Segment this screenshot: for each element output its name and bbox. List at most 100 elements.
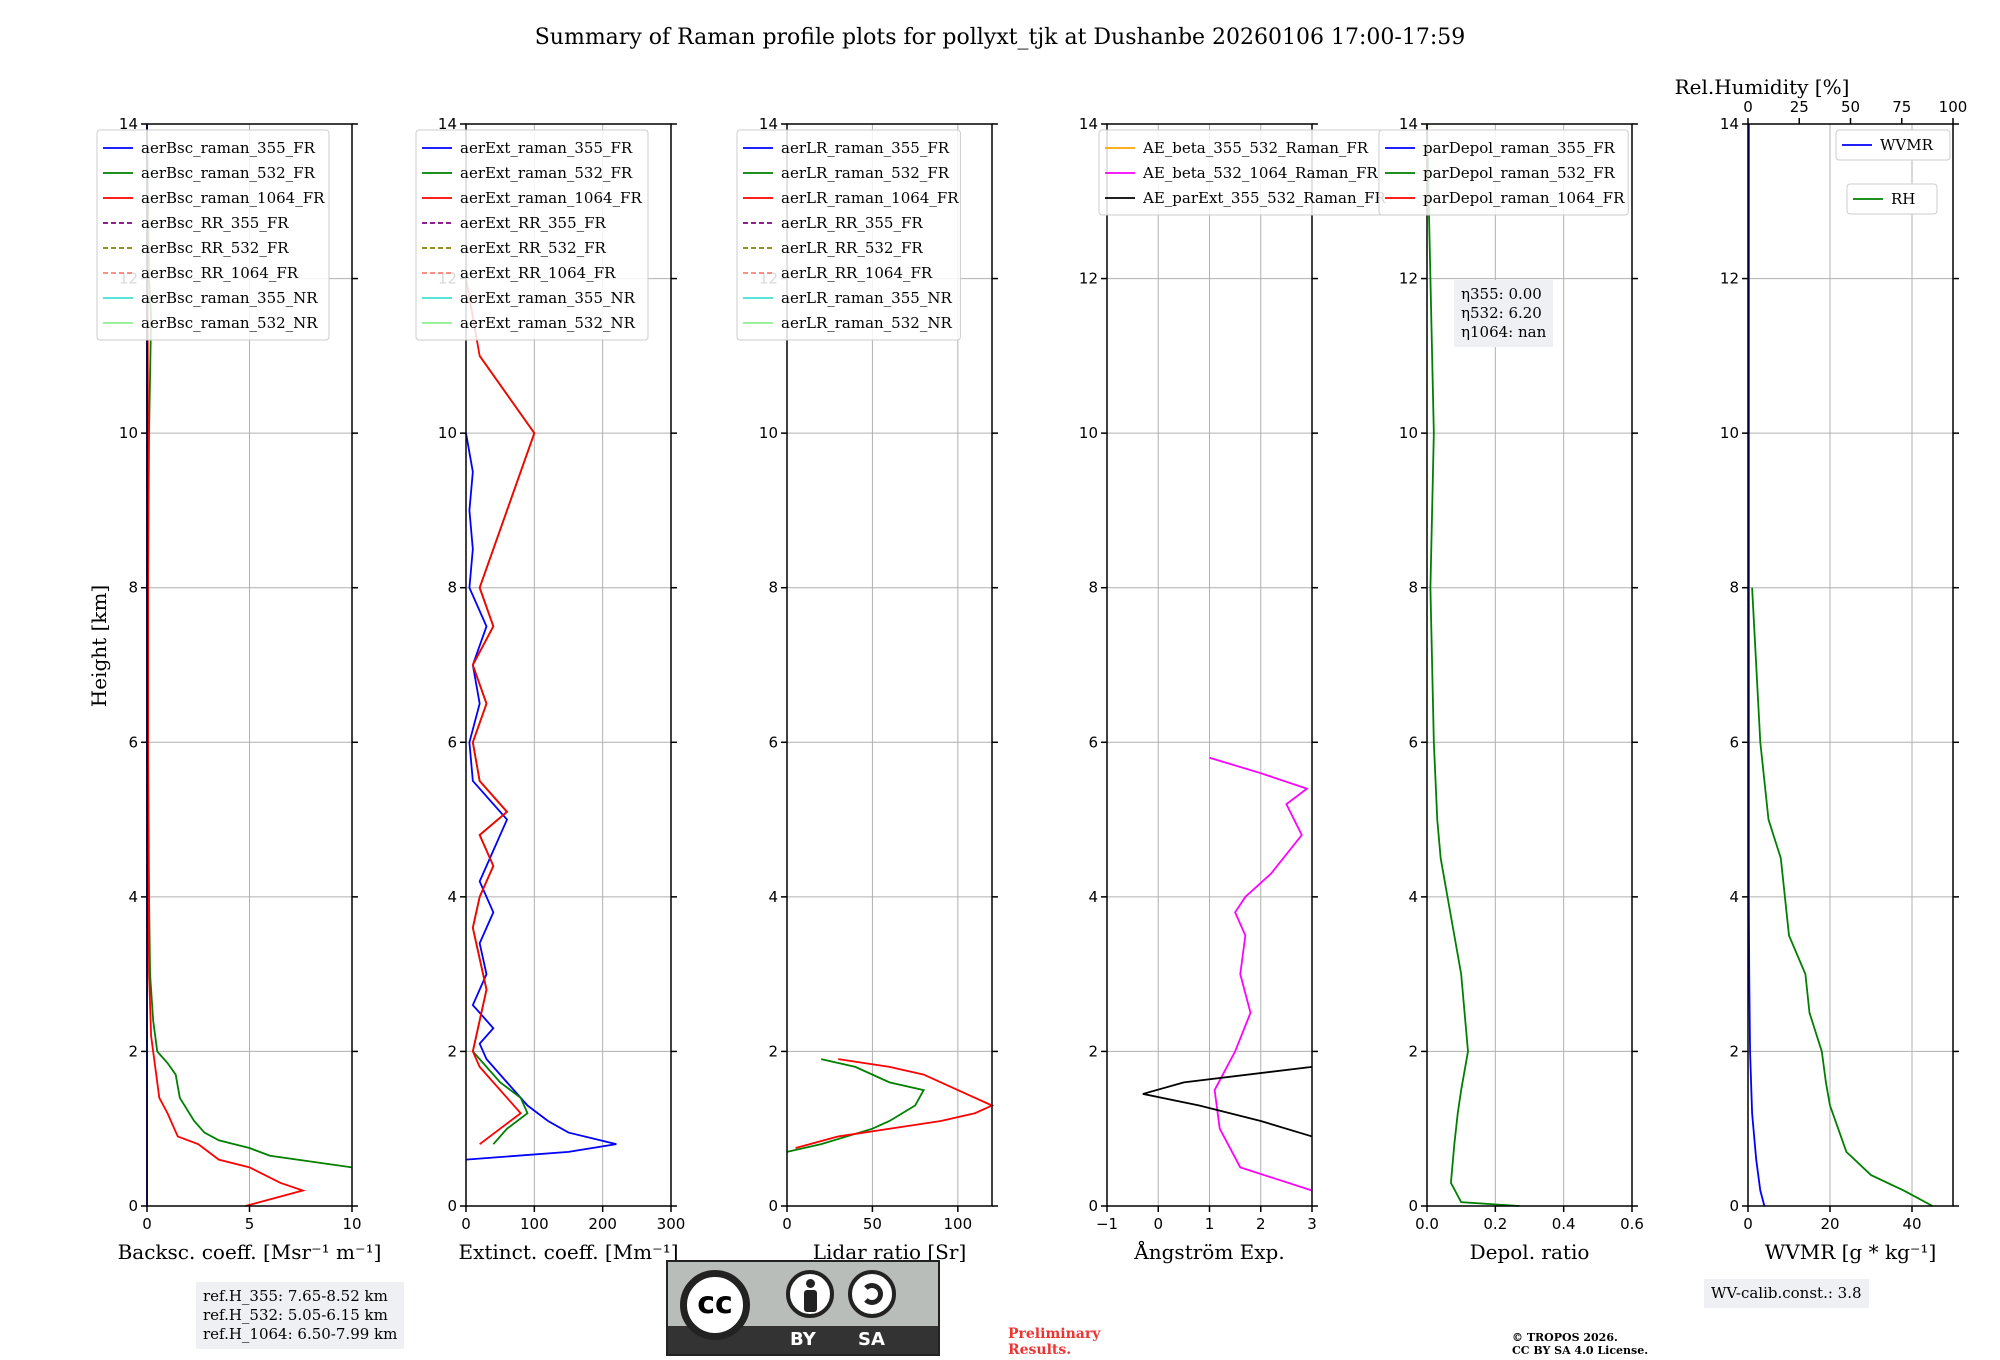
rh-tick-label: 100 <box>1939 98 1968 116</box>
eta-532: η532: 6.20 <box>1461 304 1542 322</box>
rh-tick-label: 25 <box>1790 98 1809 116</box>
y-tick-label: 14 <box>759 115 778 133</box>
y-tick-label: 0 <box>768 1197 778 1215</box>
y-tick-label: 12 <box>1079 270 1098 288</box>
by-person-icon <box>786 1270 834 1318</box>
eta-1064: η1064: nan <box>1461 323 1547 341</box>
y-tick-label: 10 <box>438 424 457 442</box>
series-aerBsc_raman_1064_FR <box>146 123 306 1207</box>
y-tick-label: 0 <box>128 1197 138 1215</box>
legend-label: aerLR_raman_532_NR <box>781 314 952 332</box>
legend-label: aerExt_raman_1064_FR <box>460 189 642 207</box>
axes-frame <box>1106 123 1313 1207</box>
x-tick-label: 2 <box>1256 1215 1266 1233</box>
legend-label: aerLR_raman_532_FR <box>781 164 950 182</box>
rh-tick-label: 50 <box>1841 98 1860 116</box>
series-aerLR_raman_532_FR <box>786 1058 926 1153</box>
panel-3: 02468101214050100Lidar ratio [Sr]aerLR_r… <box>736 115 998 1264</box>
x-tick-label: 0.0 <box>1415 1215 1439 1233</box>
series-RH <box>1751 587 1933 1207</box>
cc-license-badge: cc BY SA <box>666 1260 940 1356</box>
legend-label: aerExt_RR_355_FR <box>460 214 607 232</box>
y-tick-label: 6 <box>128 733 138 751</box>
series-aerExt_raman_532_FR <box>471 355 536 1145</box>
ref-h-355: ref.H_355: 7.65-8.52 km <box>203 1287 388 1305</box>
legend-label: aerBsc_raman_355_NR <box>141 289 318 307</box>
x-tick-label: 0.4 <box>1552 1215 1576 1233</box>
y-axis-label: Height [km] <box>87 585 111 707</box>
legend-label: aerBsc_raman_355_FR <box>141 139 316 157</box>
y-tick-label: 8 <box>768 579 778 597</box>
y-tick-label: 0 <box>1729 1197 1739 1215</box>
series-parDepol_raman_532_FR <box>1426 123 1520 1207</box>
legend-label: aerLR_raman_1064_FR <box>781 189 959 207</box>
legend-box <box>1835 129 1951 161</box>
x-tick-label: 20 <box>1820 1215 1839 1233</box>
x-tick-label: 5 <box>245 1215 255 1233</box>
y-tick-label: 0 <box>1088 1197 1098 1215</box>
reference-height-box: ref.H_355: 7.65-8.52 km ref.H_532: 5.05-… <box>196 1282 405 1349</box>
y-tick-label: 4 <box>1408 888 1418 906</box>
x-tick-label: 0 <box>782 1215 792 1233</box>
x-tick-label: 0 <box>461 1215 471 1233</box>
y-tick-label: 14 <box>119 115 138 133</box>
legend-label: AE_beta_532_1064_Raman_FR <box>1142 164 1378 182</box>
legend-label: parDepol_raman_355_FR <box>1423 139 1616 157</box>
figure-title: Summary of Raman profile plots for polly… <box>535 25 1466 50</box>
y-tick-label: 8 <box>128 579 138 597</box>
axes-frame <box>1747 123 1954 1207</box>
preliminary-line2: Results. <box>1008 1342 1072 1358</box>
legend-label: aerExt_raman_532_NR <box>460 314 636 332</box>
y-tick-label: 6 <box>1729 733 1739 751</box>
x-tick-label: 10 <box>342 1215 361 1233</box>
wv-calib-const: WV-calib.const.: 3.8 <box>1711 1284 1862 1302</box>
eta-box: η355: 0.00 η532: 6.20 η1064: nan <box>1454 280 1554 347</box>
y-tick-label: 10 <box>1720 424 1739 442</box>
y-tick-label: 12 <box>1720 270 1739 288</box>
x-tick-label: 100 <box>944 1215 973 1233</box>
sa-share-icon <box>848 1270 896 1318</box>
x-tick-label: 0.2 <box>1483 1215 1507 1233</box>
x-tick-label: 3 <box>1307 1215 1317 1233</box>
rh-tick-label: 0 <box>1743 98 1753 116</box>
x-tick-label: 50 <box>863 1215 882 1233</box>
legend-label: aerExt_raman_355_FR <box>460 139 633 157</box>
legend-label: aerBsc_raman_532_FR <box>141 164 316 182</box>
ref-h-532: ref.H_532: 5.05-6.15 km <box>203 1306 388 1324</box>
copyright-note: © TROPOS 2026. CC BY SA 4.0 License. <box>1512 1331 1648 1357</box>
x-tick-label: 100 <box>520 1215 549 1233</box>
preliminary-line1: Preliminary <box>1008 1326 1101 1342</box>
legend-box <box>736 129 961 341</box>
legend-label: aerExt_raman_532_FR <box>460 164 633 182</box>
y-tick-label: 10 <box>119 424 138 442</box>
y-tick-label: 2 <box>1729 1042 1739 1060</box>
legend-label: aerBsc_raman_532_NR <box>141 314 318 332</box>
y-tick-label: 4 <box>1088 888 1098 906</box>
x-tick-label: 40 <box>1902 1215 1921 1233</box>
panel-2: 024681012140100200300Extinct. coeff. [Mm… <box>415 115 686 1264</box>
y-tick-label: 10 <box>1079 424 1098 442</box>
legend-label: AE_parExt_355_532_Raman_FR <box>1142 189 1387 207</box>
legend-label: aerLR_raman_355_NR <box>781 289 952 307</box>
x-tick-label: 300 <box>657 1215 686 1233</box>
x-axis-label: WVMR [g * kg⁻¹] <box>1765 1240 1937 1264</box>
legend-label: parDepol_raman_1064_FR <box>1423 189 1625 207</box>
y-tick-label: 14 <box>1079 115 1098 133</box>
legend-label: aerLR_RR_1064_FR <box>781 264 933 282</box>
x-tick-label: 0 <box>1153 1215 1163 1233</box>
copyright-line1: © TROPOS 2026. <box>1512 1331 1618 1344</box>
series-aerLR_raman_1064_FR <box>795 1058 995 1149</box>
legend-label: aerExt_raman_355_NR <box>460 289 636 307</box>
y-tick-label: 6 <box>768 733 778 751</box>
legend-box <box>415 129 649 341</box>
legend-label: RH <box>1891 190 1915 208</box>
y-tick-label: 6 <box>1088 733 1098 751</box>
series-WVMR <box>1747 124 1766 1207</box>
y-tick-label: 14 <box>438 115 457 133</box>
y-tick-label: 4 <box>1729 888 1739 906</box>
y-tick-label: 2 <box>1408 1042 1418 1060</box>
legend-box <box>96 129 330 341</box>
x-tick-label: 0.6 <box>1620 1215 1644 1233</box>
